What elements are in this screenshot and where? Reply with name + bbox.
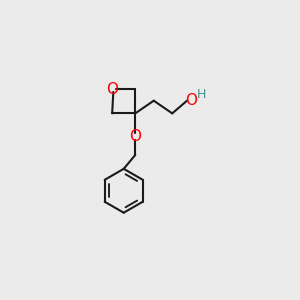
Text: O: O — [129, 129, 141, 144]
Text: O: O — [106, 82, 118, 97]
Text: O: O — [185, 93, 197, 108]
Text: H: H — [196, 88, 206, 101]
